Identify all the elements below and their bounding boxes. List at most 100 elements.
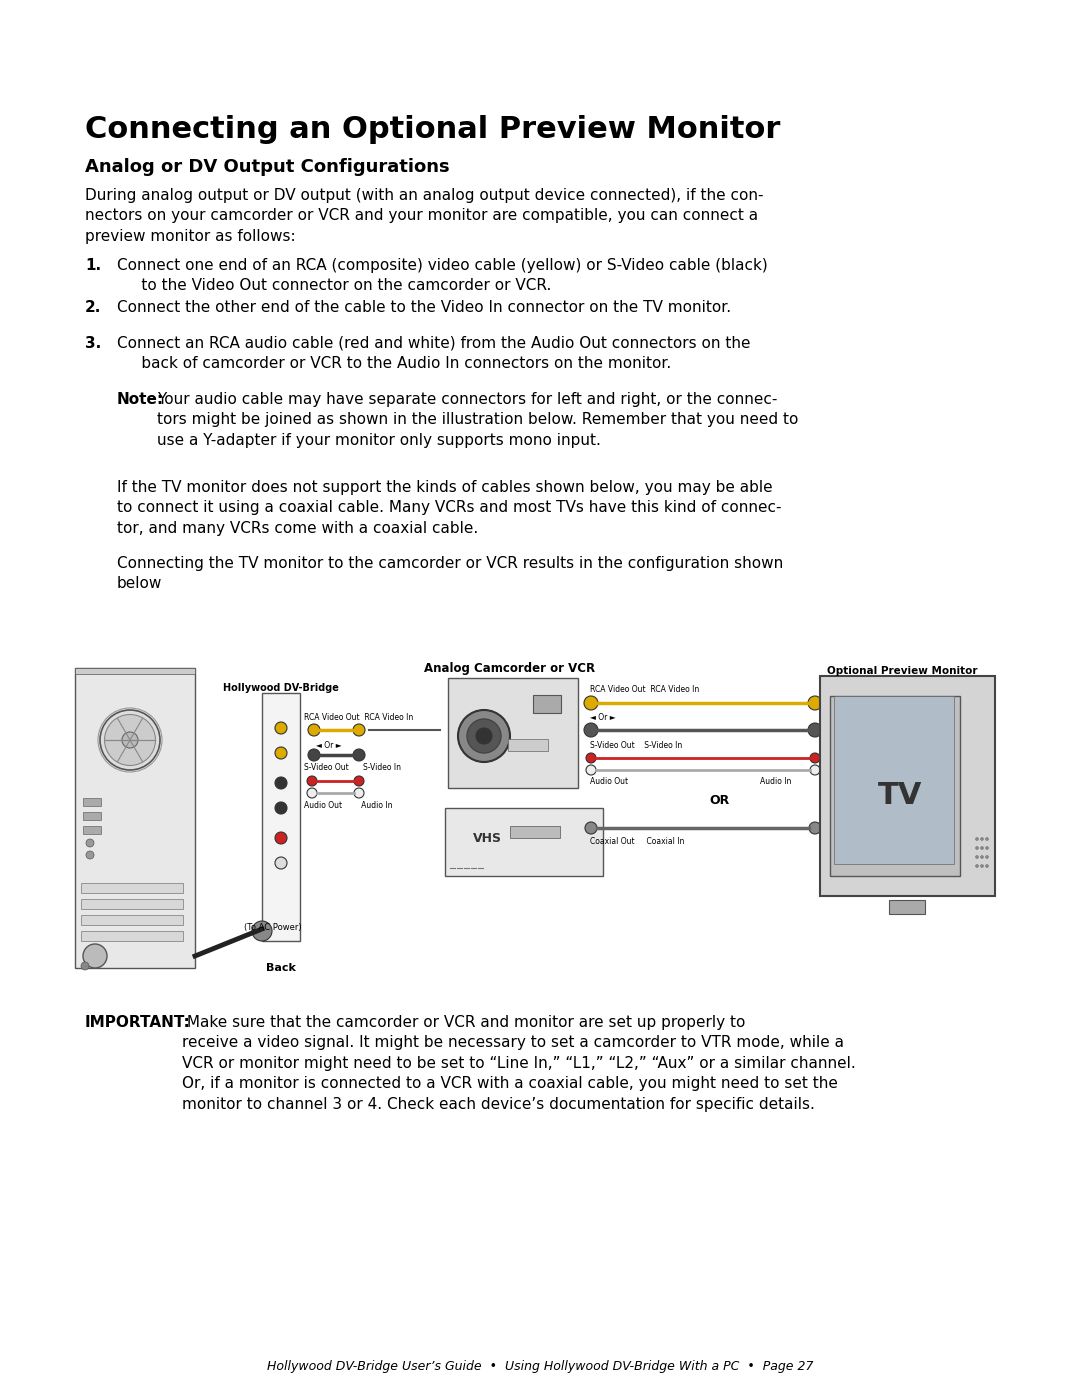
Circle shape	[981, 847, 984, 849]
Text: Audio Out        Audio In: Audio Out Audio In	[303, 800, 392, 809]
Circle shape	[354, 775, 364, 787]
Text: RCA Video Out  RCA Video In: RCA Video Out RCA Video In	[590, 686, 699, 694]
Circle shape	[275, 856, 287, 869]
Circle shape	[584, 696, 598, 710]
Circle shape	[122, 732, 138, 747]
Text: ◄ Or ►: ◄ Or ►	[316, 740, 341, 750]
Bar	[831, 696, 960, 876]
Bar	[510, 826, 561, 838]
Circle shape	[275, 722, 287, 733]
Bar	[75, 668, 195, 968]
Circle shape	[308, 724, 320, 736]
Text: If the TV monitor does not support the kinds of cables shown below, you may be a: If the TV monitor does not support the k…	[117, 481, 782, 536]
Bar	[81, 883, 183, 893]
Circle shape	[586, 766, 596, 775]
Text: Connect an RCA audio cable (red and white) from the Audio Out connectors on the
: Connect an RCA audio cable (red and whit…	[117, 337, 751, 372]
Circle shape	[981, 837, 984, 841]
Circle shape	[275, 777, 287, 789]
Text: RCA Video Out  RCA Video In: RCA Video Out RCA Video In	[303, 712, 414, 721]
Text: Hollywood DV-Bridge: Hollywood DV-Bridge	[224, 683, 339, 693]
Bar	[81, 930, 183, 942]
Circle shape	[476, 728, 492, 745]
Circle shape	[986, 855, 988, 859]
Bar	[75, 668, 195, 673]
Bar	[445, 807, 603, 876]
Circle shape	[252, 921, 272, 942]
Text: Make sure that the camcorder or VCR and monitor are set up properly to
receive a: Make sure that the camcorder or VCR and …	[183, 1016, 855, 1112]
Circle shape	[308, 749, 320, 761]
Text: Connecting an Optional Preview Monitor: Connecting an Optional Preview Monitor	[85, 115, 781, 144]
Circle shape	[981, 865, 984, 868]
Text: ◄ Or ►: ◄ Or ►	[590, 712, 616, 721]
Circle shape	[81, 963, 89, 970]
Text: During analog output or DV output (with an analog output device connected), if t: During analog output or DV output (with …	[85, 189, 764, 244]
Circle shape	[808, 724, 822, 738]
Bar	[889, 900, 924, 914]
Text: Optional Preview Monitor: Optional Preview Monitor	[827, 666, 977, 676]
Text: Analog Camcorder or VCR: Analog Camcorder or VCR	[424, 662, 595, 675]
Circle shape	[986, 847, 988, 849]
Text: VHS: VHS	[473, 831, 501, 845]
Bar	[83, 812, 102, 820]
Text: Audio Out: Audio Out	[590, 778, 629, 787]
Bar	[81, 915, 183, 925]
Circle shape	[975, 837, 978, 841]
Circle shape	[307, 775, 318, 787]
Text: Note:: Note:	[117, 393, 164, 407]
Circle shape	[353, 749, 365, 761]
Bar	[834, 696, 954, 863]
Circle shape	[86, 840, 94, 847]
Text: 2.: 2.	[85, 300, 102, 314]
Circle shape	[975, 847, 978, 849]
Text: Hollywood DV-Bridge User’s Guide  •  Using Hollywood DV-Bridge With a PC  •  Pag: Hollywood DV-Bridge User’s Guide • Using…	[267, 1361, 813, 1373]
Circle shape	[307, 788, 318, 798]
Text: Connect the other end of the cable to the Video In connector on the TV monitor.: Connect the other end of the cable to th…	[117, 300, 731, 314]
Bar	[534, 694, 561, 712]
Text: Connecting the TV monitor to the camcorder or VCR results in the configuration s: Connecting the TV monitor to the camcord…	[117, 556, 783, 591]
Text: Connect one end of an RCA (composite) video cable (yellow) or S-Video cable (bla: Connect one end of an RCA (composite) vi…	[117, 258, 768, 293]
Text: Analog or DV Output Configurations: Analog or DV Output Configurations	[85, 158, 449, 176]
Circle shape	[584, 724, 598, 738]
Circle shape	[353, 724, 365, 736]
Circle shape	[975, 855, 978, 859]
Circle shape	[100, 710, 160, 770]
Bar	[81, 900, 183, 909]
Circle shape	[105, 714, 156, 766]
Text: 1.: 1.	[85, 258, 102, 272]
Circle shape	[86, 851, 94, 859]
Bar	[508, 739, 548, 752]
Polygon shape	[448, 678, 578, 788]
Bar	[83, 826, 102, 834]
Bar	[83, 798, 102, 806]
Text: IMPORTANT:: IMPORTANT:	[85, 1016, 191, 1030]
Circle shape	[275, 747, 287, 759]
Text: S-Video Out    S-Video In: S-Video Out S-Video In	[590, 740, 683, 750]
Circle shape	[975, 865, 978, 868]
Circle shape	[275, 833, 287, 844]
Text: 3.: 3.	[85, 337, 102, 351]
Text: Back: Back	[266, 963, 296, 972]
Circle shape	[467, 719, 501, 753]
Circle shape	[83, 944, 107, 968]
Text: Audio In: Audio In	[760, 778, 792, 787]
Circle shape	[981, 855, 984, 859]
Circle shape	[986, 837, 988, 841]
Text: Coaxial Out     Coaxial In: Coaxial Out Coaxial In	[590, 837, 685, 847]
Circle shape	[810, 753, 820, 763]
Text: S-Video Out      S-Video In: S-Video Out S-Video In	[303, 764, 401, 773]
Text: (To AC Power): (To AC Power)	[244, 923, 301, 932]
Circle shape	[808, 696, 822, 710]
Text: Your audio cable may have separate connectors for left and right, or the connec-: Your audio cable may have separate conne…	[157, 393, 798, 448]
Circle shape	[809, 821, 821, 834]
Circle shape	[275, 802, 287, 814]
Circle shape	[458, 710, 510, 761]
Circle shape	[986, 865, 988, 868]
Circle shape	[354, 788, 364, 798]
Circle shape	[810, 766, 820, 775]
Bar	[262, 693, 300, 942]
Text: TV: TV	[878, 781, 922, 810]
Bar	[820, 676, 995, 895]
Circle shape	[586, 753, 596, 763]
Circle shape	[585, 821, 597, 834]
Text: OR: OR	[710, 793, 730, 806]
